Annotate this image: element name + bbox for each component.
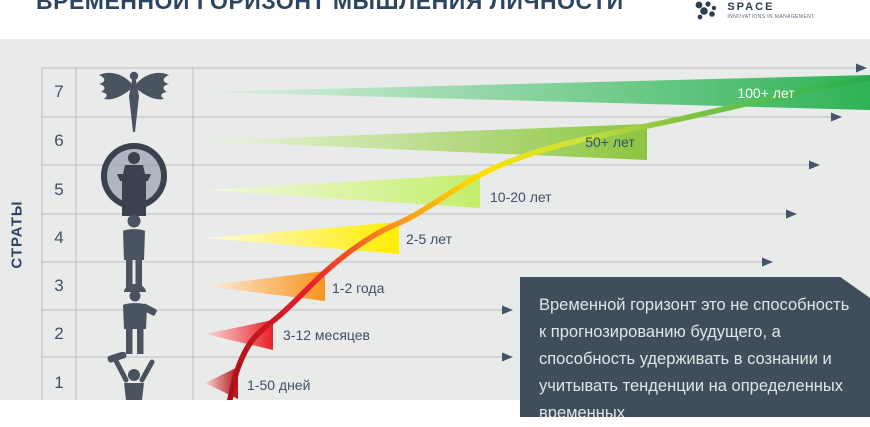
orator-podium-icon — [101, 143, 167, 216]
strata-level-3: 3 — [54, 276, 64, 295]
businessman-icon — [123, 214, 145, 292]
horizon-label-2: 3-12 месяцев — [283, 327, 370, 343]
logo-tagline: INNOVATIONS IN MANAGEMENT — [727, 14, 815, 20]
note-box: Временной горизонт это не способность к … — [520, 277, 870, 417]
strata-level-6: 6 — [54, 131, 64, 150]
wedge-strata-2 — [205, 320, 273, 350]
wedge-strata-5 — [205, 174, 480, 208]
worker-icon — [107, 352, 155, 400]
note-text: Временной горизонт это не способность к … — [539, 296, 850, 422]
strata-level-2: 2 — [54, 324, 64, 343]
strata-level-4: 4 — [54, 228, 64, 247]
horizon-label-5: 10-20 лет — [490, 189, 552, 205]
horizon-label-4: 2-5 лет — [406, 231, 453, 247]
angel-icon — [99, 71, 169, 132]
timeline-arrowheads — [502, 63, 867, 362]
y-axis-label: СТРАТЫ — [8, 200, 26, 269]
horizon-label-7: 100+ лет — [737, 85, 795, 101]
wedge-strata-7 — [205, 75, 870, 110]
horizon-label-6: 50+ лет — [585, 134, 635, 150]
strata-level-1: 1 — [54, 373, 64, 392]
growth-curve — [227, 75, 870, 400]
strata-level-5: 5 — [54, 180, 64, 199]
page-title: ВРЕМЕННОЙ ГОРИЗОНТ МЫШЛЕНИЯ ЛИЧНОСТИ — [36, 0, 624, 14]
logo-molecule-icon — [695, 1, 717, 20]
horizon-label-1: 1-50 дней — [247, 377, 311, 393]
wedge-strata-3 — [205, 271, 325, 301]
wedge-strata-4 — [205, 222, 399, 254]
horizon-label-3: 1-2 года — [332, 280, 385, 296]
logo-name: SPACE — [727, 1, 775, 13]
engineer-icon — [123, 284, 157, 354]
strata-level-7: 7 — [54, 82, 64, 101]
